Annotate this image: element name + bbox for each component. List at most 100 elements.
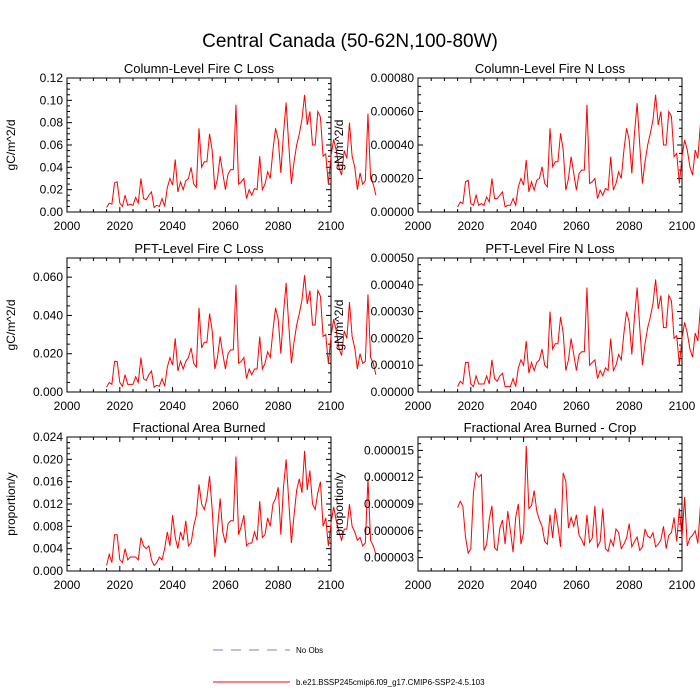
panel-5: 2000 2020 2040 2060 2080 2100 0.000 0.004 0.008 0… [4, 420, 377, 592]
y-tick-label: 0.00040 [371, 278, 415, 292]
x-tick-label: 2100 [669, 399, 696, 413]
y-tick-label: 0.008 [33, 519, 63, 533]
y-axis-label: gC/m^2/d [4, 300, 18, 351]
x-tick-label: 2000 [405, 399, 432, 413]
y-tick-label: 0.012 [33, 497, 63, 511]
x-tick-label: 2060 [563, 219, 590, 233]
panel-title: Column-Level Fire C Loss [124, 61, 275, 76]
panel-2: 2000 2020 2040 2060 2080 2100 0.00000 0.00020 0.… [332, 61, 700, 233]
y-tick-label: 0.06 [40, 138, 64, 152]
x-tick-label: 2040 [510, 399, 537, 413]
y-tick-label: 0.000 [33, 564, 63, 578]
y-tick-label: 0.020 [33, 452, 63, 466]
x-tick-label: 2080 [616, 578, 643, 592]
x-tick-label: 2100 [669, 219, 696, 233]
x-tick-label: 2040 [510, 219, 537, 233]
y-tick-label: 0.00030 [371, 305, 415, 319]
x-tick-label: 2000 [54, 399, 81, 413]
y-tick-label: 0.12 [40, 71, 64, 85]
y-tick-label: 0.000009 [364, 497, 414, 511]
series-line [457, 445, 700, 555]
x-tick-label: 2020 [457, 399, 484, 413]
x-tick-label: 2080 [265, 399, 292, 413]
plot-frame [417, 436, 683, 572]
y-tick-label: 0.04 [40, 160, 64, 174]
plot-frame [66, 436, 332, 572]
x-tick-label: 2020 [457, 219, 484, 233]
y-axis-label: gC/m^2/d [4, 120, 18, 171]
y-tick-label: 0.000006 [364, 524, 414, 538]
series-line [106, 275, 377, 389]
x-tick-label: 2080 [265, 578, 292, 592]
panel-title: Fractional Area Burned [133, 420, 266, 435]
x-tick-label: 2060 [212, 578, 239, 592]
panel-6: 2000 2020 2040 2060 2080 2100 0.000003 0.000006… [332, 420, 700, 592]
y-tick-label: 0.00020 [371, 172, 415, 186]
plot-frame [66, 77, 332, 213]
figure-title: Central Canada (50-62N,100-80W) [202, 31, 498, 52]
y-tick-label: 0.016 [33, 475, 63, 489]
series-line [106, 94, 377, 209]
legend-no-obs-label: No Obs [296, 646, 323, 655]
x-tick-label: 2060 [563, 578, 590, 592]
y-tick-label: 0.02 [40, 183, 64, 197]
legend: No Obs b.e21.BSSP245cmip6.f09_g17.CMIP6-… [213, 646, 485, 687]
x-tick-label: 2040 [510, 578, 537, 592]
y-tick-label: 0.00 [40, 205, 64, 219]
x-tick-label: 2000 [405, 578, 432, 592]
y-axis-label: gN/m^2/d [332, 120, 346, 171]
y-tick-label: 0.00050 [371, 251, 415, 265]
y-axis-label: proportion/y [4, 472, 18, 535]
y-tick-label: 0.00000 [371, 205, 415, 219]
panel-3: 2000 2020 2040 2060 2080 2100 0.000 0.020 0.040 0… [4, 241, 377, 413]
panel-4: 2000 2020 2040 2060 2080 2100 0.00000 0.00010 0.… [332, 241, 700, 413]
y-tick-label: 0.08 [40, 116, 64, 130]
series-line [457, 279, 700, 388]
y-tick-label: 0.000012 [364, 470, 414, 484]
x-tick-label: 2080 [265, 219, 292, 233]
x-tick-label: 2060 [563, 399, 590, 413]
x-tick-label: 2060 [212, 399, 239, 413]
panels: 2000 2020 2040 2060 2080 2100 0.00 0.02 0.04 0.06… [4, 61, 700, 592]
x-tick-label: 2040 [159, 578, 186, 592]
x-tick-label: 2040 [159, 399, 186, 413]
x-tick-label: 2020 [106, 399, 133, 413]
x-tick-label: 2080 [616, 399, 643, 413]
x-tick-label: 2000 [405, 219, 432, 233]
y-tick-label: 0.00010 [371, 358, 415, 372]
x-tick-label: 2000 [54, 219, 81, 233]
y-tick-label: 0.00080 [371, 71, 415, 85]
y-axis-label: proportion/y [332, 472, 346, 535]
panel-title: Column-Level Fire N Loss [475, 61, 626, 76]
x-tick-label: 2080 [616, 219, 643, 233]
x-tick-label: 2100 [669, 578, 696, 592]
legend-model-label: b.e21.BSSP245cmip6.f09_g17.CMIP6-SSP2-4.… [296, 678, 485, 687]
x-tick-label: 2020 [106, 578, 133, 592]
x-tick-label: 2040 [159, 219, 186, 233]
y-tick-label: 0.004 [33, 542, 63, 556]
y-tick-label: 0.00060 [371, 105, 415, 119]
series-line [457, 94, 700, 208]
x-tick-label: 2060 [212, 219, 239, 233]
x-tick-label: 2020 [457, 578, 484, 592]
y-tick-label: 0.020 [33, 347, 63, 361]
y-tick-label: 0.10 [40, 93, 64, 107]
plot-frame [66, 257, 332, 393]
plot-frame [417, 77, 683, 213]
y-tick-label: 0.060 [33, 270, 63, 284]
x-tick-label: 2100 [318, 578, 345, 592]
y-tick-label: 0.00000 [371, 385, 415, 399]
y-tick-label: 0.000 [33, 385, 63, 399]
x-tick-label: 2000 [54, 578, 81, 592]
x-tick-label: 2020 [106, 219, 133, 233]
y-tick-label: 0.024 [33, 430, 63, 444]
x-tick-label: 2100 [318, 219, 345, 233]
y-tick-label: 0.000003 [364, 551, 414, 565]
panel-title: Fractional Area Burned - Crop [464, 420, 637, 435]
plot-frame [417, 257, 683, 393]
y-axis-label: gN/m^2/d [332, 300, 346, 351]
x-tick-label: 2100 [318, 399, 345, 413]
panel-1: 2000 2020 2040 2060 2080 2100 0.00 0.02 0.04 0.06… [4, 61, 377, 233]
series-line [106, 450, 377, 567]
